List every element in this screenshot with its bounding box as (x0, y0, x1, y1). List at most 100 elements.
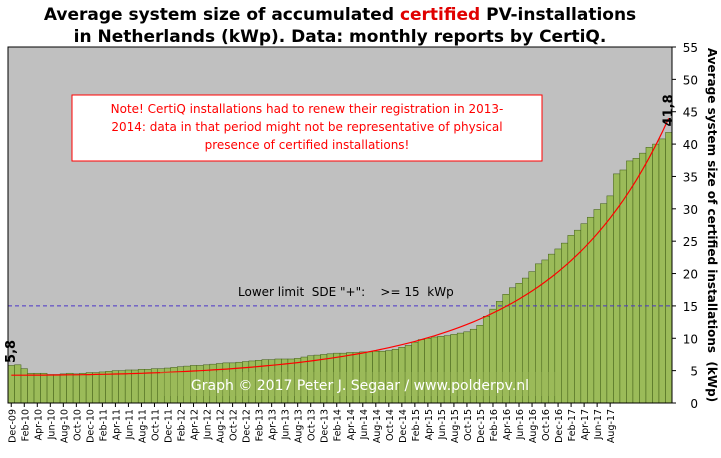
y-tick-label: 35 (683, 170, 698, 184)
bar (150, 368, 158, 404)
x-tick-label: Apr-12 (190, 409, 201, 440)
credit-box: Graph © 2017 Peter J. Segaar / www.polde… (160, 372, 560, 396)
x-tick-label: Dec-09 (7, 409, 18, 443)
bar (92, 372, 100, 404)
x-tick-label: Oct-14 (385, 409, 396, 441)
x-tick-label: Oct-10 (72, 409, 83, 441)
bar (59, 373, 67, 404)
x-tick-label: Dec-15 (476, 409, 487, 443)
y-tick-label: 25 (683, 235, 698, 249)
bar (46, 374, 54, 404)
x-tick-label: Oct-16 (541, 409, 552, 441)
note-line: Note! CertiQ installations had to renew … (111, 102, 504, 116)
data-label: 5,8 (4, 340, 19, 363)
data-label: 41,8 (662, 94, 677, 126)
bar (652, 143, 660, 404)
x-tick-label: Feb-12 (177, 409, 188, 441)
trend-line (11, 117, 670, 376)
x-tick-label: Aug-14 (372, 409, 383, 443)
y-axis-label: Average system size of certified install… (705, 48, 719, 402)
title-line2: in Netherlands (kWp). Data: monthly repo… (73, 27, 607, 47)
x-tick-label: Jun-16 (515, 409, 526, 440)
x-tick-label: Jun-14 (359, 409, 370, 440)
bar (144, 369, 152, 404)
x-tick-label: Aug-10 (59, 409, 70, 443)
bar (85, 372, 93, 404)
x-tick-label: Jun-10 (46, 409, 57, 440)
y-tick-label: 55 (683, 41, 698, 55)
y-tick-label: 15 (683, 300, 698, 314)
bar (606, 195, 614, 404)
x-tick-label: Jun-13 (281, 409, 292, 440)
x-tick-label: Feb-16 (489, 409, 500, 441)
bar (105, 371, 113, 404)
y-tick-label: 45 (683, 106, 698, 120)
bar (665, 132, 673, 404)
note-frame (71, 94, 543, 162)
x-tick-label: Feb-13 (255, 409, 266, 441)
x-tick-label: Aug-12 (216, 409, 227, 443)
note-line: presence of certified installations! (205, 138, 410, 152)
bar (561, 242, 569, 404)
bar (98, 371, 106, 404)
credit-text: Graph © 2017 Peter J. Segaar / www.polde… (191, 378, 529, 394)
bar (632, 158, 640, 404)
bar (66, 372, 74, 404)
bar (137, 369, 145, 404)
x-tick-label: Dec-16 (554, 409, 565, 443)
bar (626, 160, 634, 404)
x-tick-label: Oct-13 (307, 409, 318, 441)
x-tick-label: Dec-11 (163, 409, 174, 443)
x-tick-label: Jun-15 (437, 409, 448, 440)
note-line: 2014: data in that period might not be r… (111, 120, 502, 134)
bar (587, 216, 595, 404)
x-tick-label: Jun-17 (593, 409, 604, 440)
x-tick-label: Feb-15 (411, 409, 422, 441)
x-tick-label: Aug-11 (137, 409, 148, 443)
bar (619, 169, 627, 404)
x-tick-label: Jun-11 (124, 409, 135, 440)
bar (111, 370, 119, 404)
y-tick-label: 40 (683, 138, 698, 152)
y-tick-label: 50 (683, 73, 698, 87)
x-tick-label: Dec-12 (242, 409, 253, 443)
bar (40, 372, 48, 404)
lower-limit-label: Lower limit SDE "+": >= 15 kWp (238, 285, 454, 299)
bar (124, 369, 132, 404)
bar (33, 372, 41, 404)
bar (53, 374, 61, 404)
x-axis: Dec-09 Feb-10 Apr-10 Jun-10 Aug-10 Oct-10 Dec-… (7, 403, 617, 443)
title-line1-pre: Average system size of accumulated (43, 5, 395, 25)
title-highlight: certified (399, 5, 481, 25)
x-tick-label: Aug-17 (606, 409, 617, 443)
y-tick-label: 20 (683, 268, 698, 282)
x-tick-label: Aug-15 (450, 409, 461, 443)
x-tick-label: Feb-17 (567, 409, 578, 441)
bar (645, 147, 653, 404)
y-tick-label: 10 (683, 332, 698, 346)
x-tick-label: Dec-14 (398, 409, 409, 443)
x-tick-label: Dec-10 (85, 409, 96, 443)
x-tick-label: Feb-14 (333, 409, 344, 441)
x-tick-label: Apr-10 (33, 409, 44, 440)
x-tick-label: Aug-13 (294, 409, 305, 443)
x-tick-label: Apr-13 (268, 409, 279, 440)
bar (613, 173, 621, 404)
x-tick-label: Feb-11 (98, 409, 109, 441)
x-tick-label: Oct-12 (229, 409, 240, 441)
x-tick-label: Jun-12 (203, 409, 214, 440)
chart-title: Average system size of accumulated certi… (0, 4, 680, 48)
bar (131, 369, 139, 404)
bar (20, 368, 28, 404)
x-tick-label: Apr-16 (502, 409, 513, 440)
bar (639, 152, 647, 404)
bar (7, 365, 15, 404)
x-tick-label: Apr-11 (111, 409, 122, 440)
title-line1-post: PV-installations (486, 5, 637, 25)
x-tick-label: Apr-14 (346, 409, 357, 440)
x-tick-label: Oct-15 (463, 409, 474, 441)
x-tick-label: Feb-10 (20, 409, 31, 441)
credit-frame (160, 372, 560, 396)
plot-frame (7, 46, 673, 404)
